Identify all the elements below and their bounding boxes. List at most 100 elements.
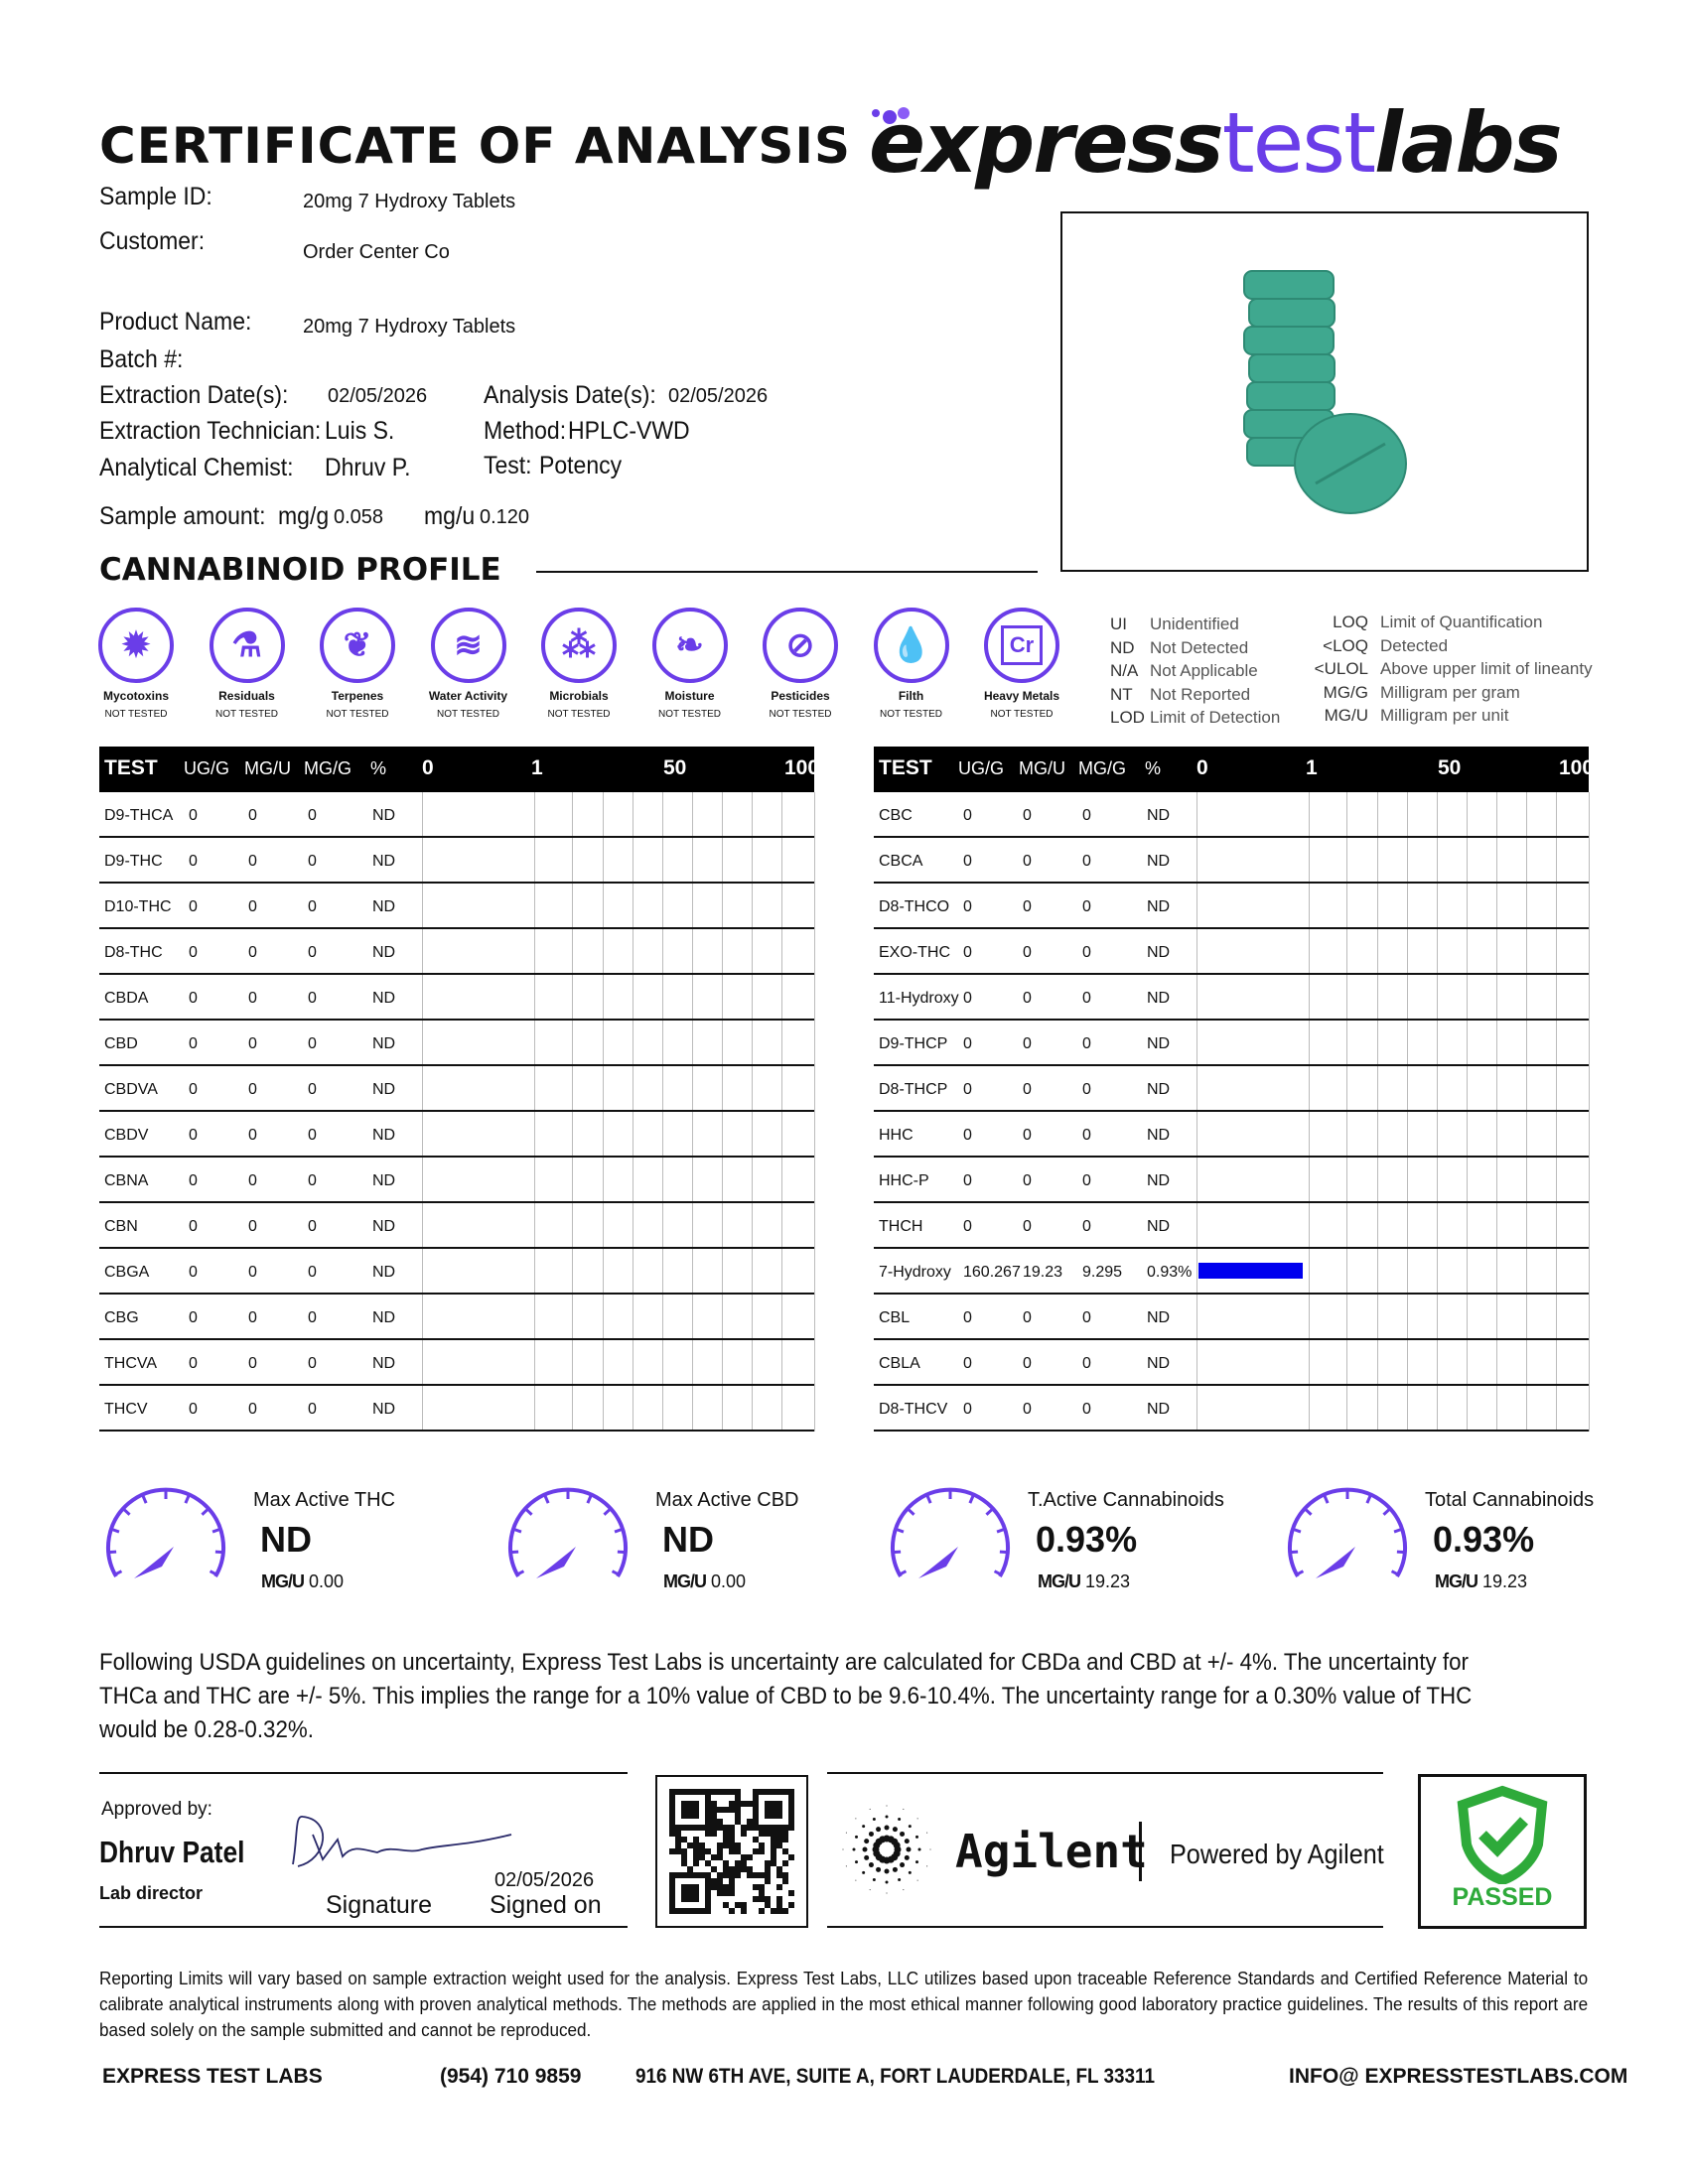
method-label: Method: [484,417,567,445]
signed-date: 02/05/2026 [494,1869,595,1891]
cell: 0 [1082,1401,1091,1418]
legend-desc: Not Detected [1150,637,1249,657]
cell: 0 [1082,1035,1091,1052]
legend-abbr: LOQ [1333,613,1368,631]
cell: 0 [308,990,317,1007]
cell: 0 [248,990,257,1007]
legend-item: UI Unidentified [1110,613,1280,636]
cell: 0 [963,944,972,961]
test-status: NOT TESTED [326,709,389,720]
cell: 0 [189,1355,198,1372]
uncertainty-text: Following USDA guidelines on uncertainty… [99,1649,1473,1743]
results-table-left: TEST UG/G MG/U MG/G% 0 1 50 100 D9-THCA 0 0 0 ND D9-T… [99,747,819,1432]
cell: CBC [879,807,913,824]
water-icon: ≋ [430,608,506,683]
cell: 0 [248,1172,257,1189]
test-water-activity: ≋ Water Activity NOT TESTED [429,608,507,720]
cell: 0 [1082,944,1091,961]
test-name: Heavy Metals [983,689,1060,703]
cell: ND [1147,1127,1171,1144]
customer: Order Center Co [303,241,450,263]
cell: CBDVA [104,1081,158,1098]
cell: THCVA [104,1355,158,1372]
cell: ND [372,1355,396,1372]
table-row: D8-THCV 0 0 0 ND [874,1386,1589,1432]
legend-units: LOQ Limit of Quantification <LOQ Detected <U… [1309,611,1593,728]
gauge-2: T.Active Cannabinoids 0.93% MG/U 19.23 [889,1487,1224,1601]
cell: 0 [1023,1355,1032,1372]
cell: 0 [308,1264,317,1281]
test-filth: 💧 Filth NOT TESTED [873,608,949,720]
test-pesticides: ⊘ Pesticides NOT TESTED [763,608,838,720]
column-header: MG/G [1078,758,1126,778]
legend-desc: Not Applicable [1150,661,1258,680]
cell: ND [372,990,396,1007]
cell: 0 [189,1401,198,1418]
gauge-icon [106,1487,225,1578]
cell: 0 [248,1035,257,1052]
qr-code[interactable] [655,1775,808,1928]
cell: 0 [248,1355,257,1372]
cell: 0 [1082,1127,1091,1144]
cell: 0 [963,1035,972,1052]
test-name: Water Activity [428,689,508,703]
test-name: Pesticides [771,689,830,703]
test-mycotoxins: ✹ Mycotoxins NOT TESTED [98,608,174,720]
test-residuals: ⚗ Residuals NOT TESTED [209,608,285,720]
cell: D8-THCO [879,898,950,915]
grid-line [1589,792,1590,1432]
passed-badge: PASSED [1418,1774,1587,1929]
grid-line [1496,792,1497,1432]
approver-role: Lab director [99,1883,204,1903]
cell: CBL [879,1309,911,1326]
mg-g-label: mg/g [278,502,330,530]
legend-item: MG/U Milligram per unit [1309,704,1593,728]
footer-phone[interactable]: (954) 710 9859 [440,2065,582,2088]
cell: 0 [1023,1127,1032,1144]
table-row: D9-THCA 0 0 0 ND [99,792,814,838]
legend-abbr: ND [1110,637,1135,657]
table-row: CBCA 0 0 0 ND [874,838,1589,884]
approved-by-label: Approved by: [101,1799,212,1820]
cell: D8-THC [104,944,163,961]
legend-abbr: <LOQ [1323,635,1368,655]
cell: 0 [1023,1172,1032,1189]
cell: 0 [308,1127,317,1144]
grid-line [692,792,693,1432]
cell: D8-THCV [879,1401,948,1418]
grid-line [722,792,723,1432]
cell: ND [372,1401,396,1418]
cell: D9-THCA [104,807,174,824]
gauge-value: 0.93% [1433,1519,1535,1560]
legend-desc: Unidentified [1150,614,1239,633]
cell: 0 [1023,1081,1032,1098]
table-row: CBDV 0 0 0 ND [99,1112,814,1158]
cell: 0 [248,1264,257,1281]
gauge-title: T.Active Cannabinoids [1028,1489,1224,1511]
cell: 0 [308,1172,317,1189]
test-name: Filth [898,689,924,703]
column-header: 0 [1196,756,1208,779]
cell: CBD [104,1035,138,1052]
cell: 19.23 [1023,1264,1063,1281]
table-row: EXO-THC 0 0 0 ND [874,929,1589,975]
cell: ND [372,1172,396,1189]
legend-item: N/A Not Applicable [1110,659,1280,683]
grid-line [534,792,535,1432]
cell: 0 [1023,1035,1032,1052]
cell: 0 [1082,1309,1091,1326]
divider [536,571,1038,573]
legend-abbr: MG/U [1324,706,1368,725]
cell: 0 [1082,990,1091,1007]
cell: 0 [308,1218,317,1235]
cell: 0 [1082,853,1091,870]
cell: 0 [248,1309,257,1326]
cell: 0 [963,1172,972,1189]
cell: ND [372,898,396,915]
cell: ND [372,944,396,961]
gauge-mgu: MG/U 19.23 [1038,1571,1131,1591]
mycotoxin-icon: ✹ [98,608,174,683]
footer-email[interactable]: INFO@ EXPRESSTESTLABS.COM [1289,2065,1628,2088]
cell: 0 [189,944,198,961]
tablet-stack-image [1243,270,1407,514]
